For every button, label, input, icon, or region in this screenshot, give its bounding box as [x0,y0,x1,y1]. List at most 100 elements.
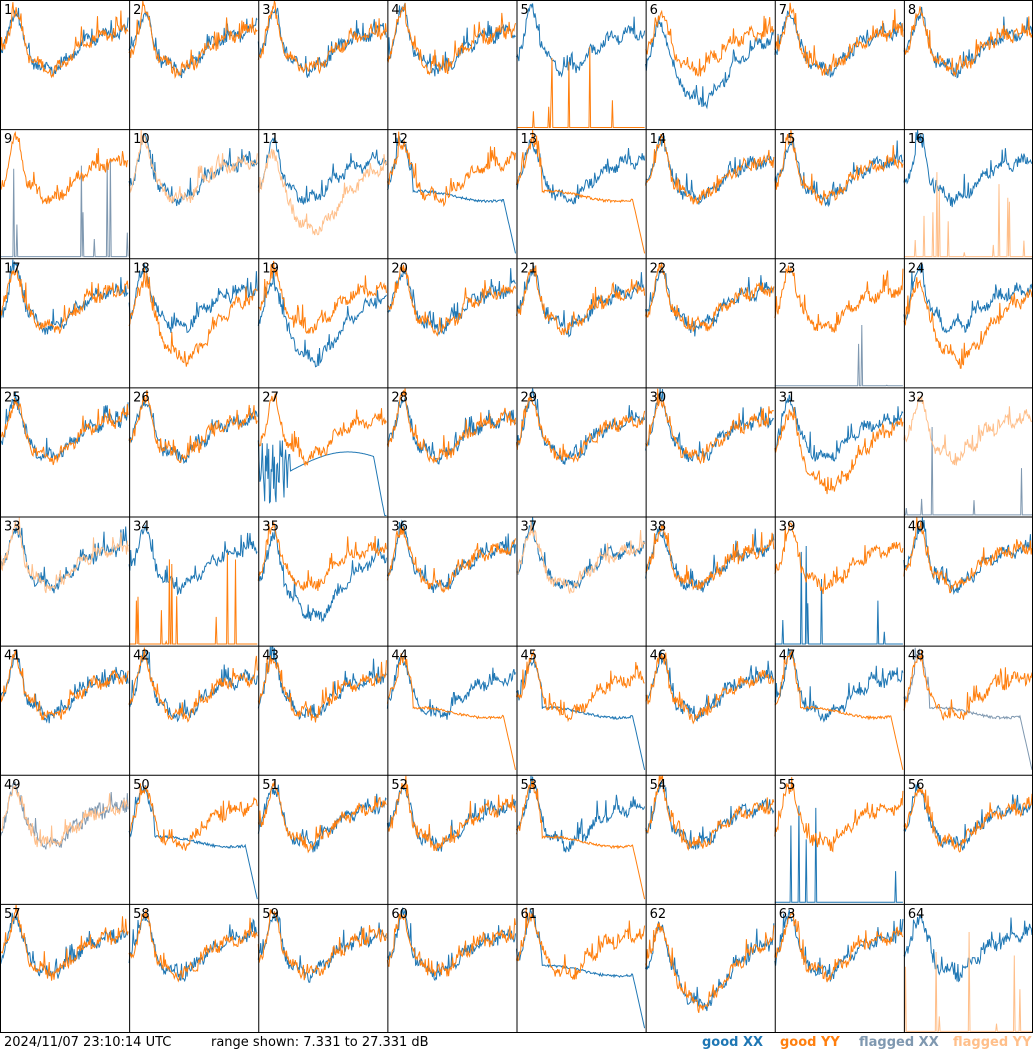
panel-label: 3 [262,3,270,18]
panel-64-yy-line [903,931,1032,1032]
panel-label: 46 [650,649,667,664]
panel-label: 10 [133,132,150,147]
panel-20: 20 [386,261,516,337]
panel-28: 28 [386,388,516,465]
panel-56-yy-line [903,786,1033,853]
panel-26-xx-line [128,401,258,465]
panel-4: 4 [386,2,516,77]
panel-17-yy-line [0,267,129,334]
panel-37-yy-line [516,521,646,594]
panel-63: 63 [774,907,904,983]
panel-1: 1 [0,2,129,79]
panel-label: 62 [650,907,667,922]
panel-54-yy-line [645,775,775,852]
panel-10-yy-line [128,130,258,204]
panel-label: 52 [391,778,408,793]
panel-label: 11 [262,132,279,147]
panel-48: 48 [903,647,1033,771]
panel-60: 60 [386,907,516,982]
panel-label: 47 [779,649,796,664]
panel-23-xx-line [774,324,903,387]
panel-41-yy-line [0,650,129,721]
panel-label: 16 [908,132,925,147]
panel-49: 49 [0,778,129,850]
panel-label: 17 [4,261,21,276]
panel-5-yy-line [516,46,645,128]
panel-label: 4 [391,3,399,18]
panel-38-yy-line [645,524,775,591]
panel-41: 41 [0,649,129,724]
panel-8-yy-line [903,6,1033,78]
panel-label: 22 [650,261,667,276]
panel-6-yy-line [645,9,775,77]
panel-27-yy-line [257,392,387,467]
panel-42-yy-line [128,647,258,723]
panel-label: 18 [133,261,150,276]
panel-24-yy-line [903,277,1033,369]
panel-45-xx-line [516,653,646,771]
panel-46-yy-line [645,652,775,725]
panel-label: 19 [262,261,279,276]
panel-56-xx-line [903,781,1033,851]
panel-19-yy-line [257,260,387,334]
panel-59: 59 [257,907,387,983]
panel-40: 40 [903,517,1033,596]
panel-25-yy-line [0,398,129,466]
panel-label: 50 [133,778,150,793]
panel-61-yy-line [516,907,646,980]
panel-label: 2 [133,3,141,18]
panel-3: 3 [257,0,387,78]
panel-56: 56 [903,778,1033,853]
panel-11-yy-line [257,148,387,236]
panel-27-xx-line [257,440,387,516]
panel-17: 17 [0,259,129,335]
panel-label: 31 [779,390,796,405]
panel-label: 23 [779,261,796,276]
panel-64: 64 [903,907,1033,1032]
panel-14-yy-line [645,133,775,205]
panel-62-yy-line [645,922,775,1013]
panel-46: 46 [645,649,775,725]
panel-31: 31 [774,390,904,495]
panel-label: 55 [779,778,796,793]
panel-label: 32 [908,390,925,405]
panel-60-yy-line [386,911,516,977]
panel-label: 13 [521,132,538,147]
panel-55: 55 [774,776,904,903]
panel-9-yy-line [0,130,129,205]
panel-7-xx-line [774,10,904,78]
panel-13: 13 [516,130,646,254]
legend-flagged-xx: flagged XX [859,1035,939,1050]
panel-7: 7 [774,2,904,78]
panel-39-yy-line [774,522,904,595]
panel-33-yy-line [0,517,129,594]
panel-label: 28 [391,390,408,405]
panel-22-yy-line [645,262,775,332]
panel-11-xx-line [257,137,387,206]
panel-label: 56 [908,778,925,793]
panel-47-yy-line [774,651,904,771]
panel-12: 12 [386,131,516,254]
panel-18-yy-line [128,267,258,367]
panel-35-yy-line [257,522,387,592]
panel-22: 22 [645,261,775,337]
panel-32-xx-line [903,426,1032,516]
panel-43-xx-line [257,646,387,721]
panel-label: 42 [133,649,150,664]
panel-45-yy-line [516,650,645,723]
panel-19-xx-line [257,270,387,368]
panel-36: 36 [386,520,516,594]
legend-good-yy: good YY [780,1035,840,1050]
panel-8-xx-line [903,6,1033,79]
panel-11: 11 [257,132,387,236]
panel-label: 39 [779,520,796,535]
panel-9-xx-line [0,159,129,258]
panel-16-xx-line [903,130,1033,208]
panel-label: 26 [133,390,150,405]
panel-59-yy-line [257,909,387,981]
panel-8: 8 [903,3,1033,79]
panel-28-yy-line [386,388,516,464]
range-shown: range shown: 7.331 to 27.331 dB [211,1035,429,1050]
panel-label: 35 [262,520,279,535]
panel-48-yy-line [903,650,1033,722]
